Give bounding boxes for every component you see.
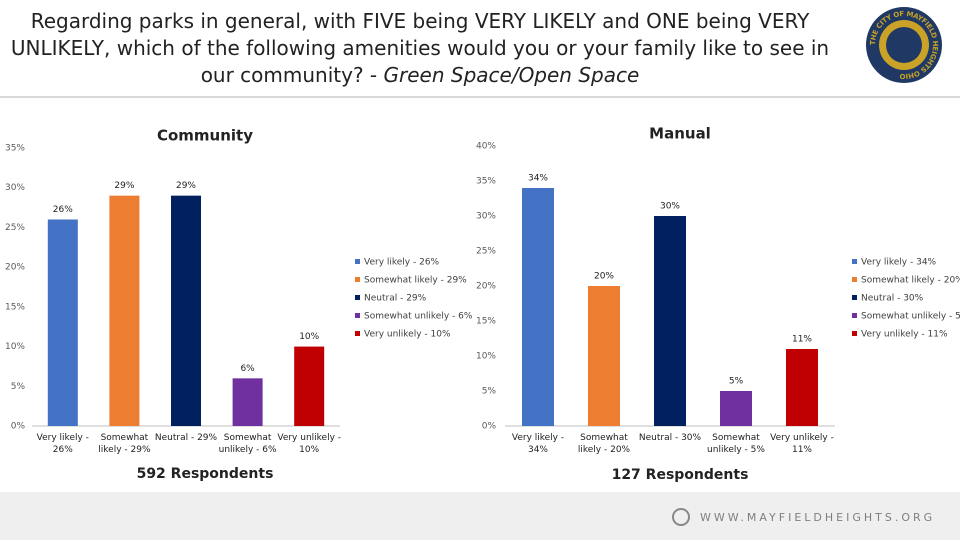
legend-label: Very unlikely - 10% bbox=[364, 330, 451, 340]
data-label: 11% bbox=[792, 335, 812, 345]
caption: 592 Respondents bbox=[137, 466, 274, 482]
legend-label: Somewhat likely - 29% bbox=[364, 276, 467, 286]
data-label: 30% bbox=[660, 202, 680, 212]
data-label: 34% bbox=[528, 174, 548, 184]
slide-title: Regarding parks in general, with FIVE be… bbox=[10, 8, 830, 89]
title-text: Regarding parks in general, with FIVE be… bbox=[10, 9, 830, 87]
y-tick-label: 5% bbox=[11, 382, 26, 392]
legend-swatch bbox=[355, 331, 360, 336]
legend-swatch bbox=[852, 331, 857, 336]
bar bbox=[171, 195, 201, 426]
legend-label: Neutral - 30% bbox=[861, 294, 924, 304]
legend-label: Somewhat unlikely - 6% bbox=[364, 312, 473, 322]
legend-swatch bbox=[852, 295, 857, 300]
y-tick-label: 15% bbox=[5, 302, 25, 312]
logo-inner bbox=[886, 27, 922, 63]
logo: THE CITY OF MAYFIELD HEIGHTS OHIO bbox=[866, 7, 942, 83]
data-label: 5% bbox=[729, 377, 744, 387]
y-tick-label: 15% bbox=[476, 317, 496, 327]
x-tick-label: Somewhat likely - 20% bbox=[577, 433, 631, 455]
y-tick-label: 0% bbox=[11, 422, 26, 432]
x-tick-label: Very likely - 34% bbox=[511, 433, 565, 455]
y-tick-label: 5% bbox=[482, 387, 497, 397]
data-label: 10% bbox=[299, 332, 319, 342]
x-tick-label: Neutral - 30% bbox=[638, 433, 702, 443]
y-tick-label: 10% bbox=[5, 342, 25, 352]
data-label: 20% bbox=[594, 272, 614, 282]
y-tick-label: 25% bbox=[476, 247, 496, 257]
data-label: 26% bbox=[53, 205, 73, 215]
bar bbox=[109, 195, 140, 426]
divider bbox=[0, 96, 960, 98]
footer-band bbox=[0, 492, 960, 540]
x-tick-label: Very unlikely - 10% bbox=[277, 433, 342, 455]
y-tick-label: 40% bbox=[476, 142, 496, 152]
y-tick-label: 35% bbox=[5, 144, 25, 154]
x-tick-label: Somewhat unlikely - 5% bbox=[707, 433, 765, 455]
bar bbox=[232, 378, 263, 426]
caption: 127 Respondents bbox=[612, 467, 749, 483]
bar bbox=[522, 188, 554, 426]
data-label: 29% bbox=[114, 181, 134, 191]
legend-label: Very unlikely - 11% bbox=[861, 330, 948, 340]
legend-label: Very likely - 34% bbox=[861, 258, 937, 268]
bar bbox=[786, 349, 818, 426]
bar bbox=[588, 286, 620, 426]
bar bbox=[720, 391, 752, 426]
title-emphasis: Green Space/Open Space bbox=[383, 63, 640, 87]
legend-swatch bbox=[852, 259, 857, 264]
legend-swatch bbox=[355, 277, 360, 282]
y-tick-label: 10% bbox=[476, 352, 496, 362]
legend-label: Somewhat likely - 20% bbox=[861, 276, 960, 286]
bar bbox=[47, 219, 78, 426]
x-tick-label: Very likely - 26% bbox=[36, 433, 89, 455]
x-tick-label: Very unlikely - 11% bbox=[770, 433, 834, 455]
legend-swatch bbox=[852, 313, 857, 318]
x-tick-label: Somewhat unlikely - 6% bbox=[218, 433, 277, 455]
y-tick-label: 20% bbox=[5, 263, 25, 273]
globe-icon bbox=[672, 508, 690, 526]
x-tick-label: Somewhat likely - 29% bbox=[98, 433, 151, 455]
y-tick-label: 30% bbox=[476, 212, 496, 222]
legend-swatch bbox=[355, 259, 360, 264]
chart-title: Manual bbox=[649, 125, 711, 143]
legend-label: Somewhat unlikely - 5% bbox=[861, 312, 960, 322]
chart-title: Community bbox=[157, 127, 253, 145]
data-label: 6% bbox=[240, 364, 255, 374]
y-tick-label: 30% bbox=[5, 183, 25, 193]
legend-label: Neutral - 29% bbox=[364, 294, 427, 304]
legend-swatch bbox=[852, 277, 857, 282]
y-tick-label: 25% bbox=[5, 223, 25, 233]
website: WWW.MAYFIELDHEIGHTS.ORG bbox=[700, 511, 935, 524]
legend-swatch bbox=[355, 295, 360, 300]
bar bbox=[294, 346, 325, 426]
x-tick-label: Neutral - 29% bbox=[154, 433, 218, 443]
legend-label: Very likely - 26% bbox=[364, 258, 440, 268]
y-tick-label: 35% bbox=[476, 177, 496, 187]
y-tick-label: 0% bbox=[482, 422, 497, 432]
bar bbox=[654, 216, 686, 426]
legend-swatch bbox=[355, 313, 360, 318]
y-tick-label: 20% bbox=[476, 282, 496, 292]
data-label: 29% bbox=[176, 181, 196, 191]
